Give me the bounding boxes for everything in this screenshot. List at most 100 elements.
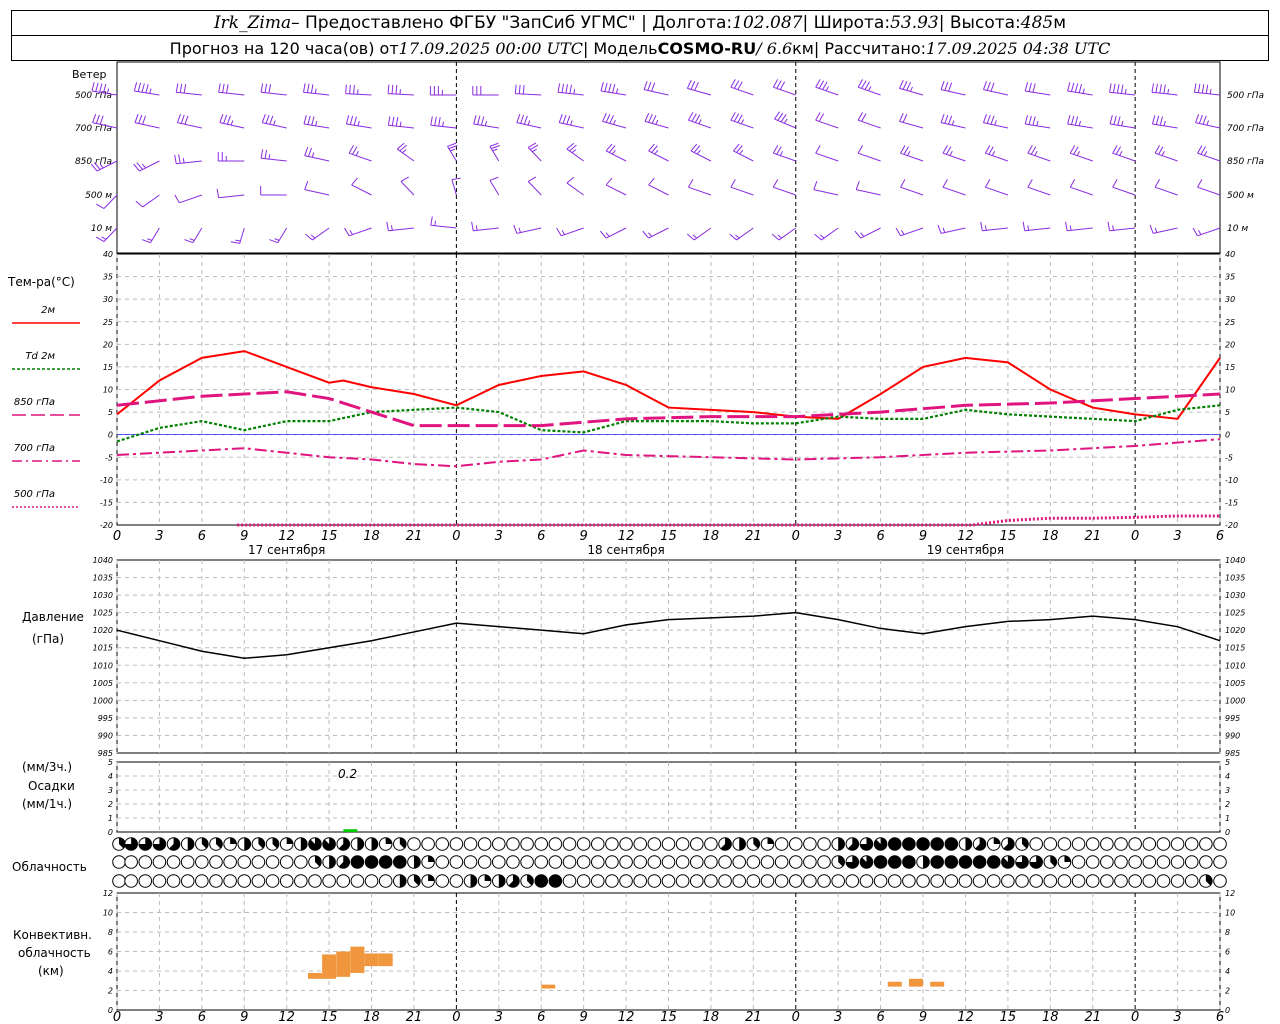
cloud-fill [428,874,435,881]
temp-legend-label: 500 гПа [14,489,55,500]
cloud-octa [279,855,294,869]
cloud-octa [294,874,308,888]
wind-barb [527,176,542,196]
cloud-octa [463,855,478,869]
cloud-octa [1142,874,1157,888]
cloud-fill [945,855,958,869]
cloud-fill [379,855,392,869]
x-tick-label-bottom: 15 [321,1010,338,1024]
y-tick-label: 1005 [93,679,113,688]
cloud-octa [520,837,534,851]
wind-barb [643,81,669,96]
y-tick-label: 6 [108,948,113,957]
y-tick-label-right: 2 [1225,987,1230,996]
cloud-fill [201,837,209,849]
cloud-octa [492,855,506,869]
cloud-octa [1142,855,1157,869]
pressure-line [116,611,1221,660]
cloud-octa [237,874,252,888]
cloud-fill [739,837,746,851]
cloud-octa [1100,855,1114,869]
cloud-octa [562,855,577,869]
cloud-octa [647,874,662,888]
wind-barb [351,177,372,196]
header-row-2: Прогноз на 120 часа(ов) от 17.09.2025 00… [11,35,1269,61]
wind-barb [854,227,881,239]
x-tick-label-bottom: 3 [1173,1010,1181,1024]
cloud-octa [972,874,987,888]
x-tick-label: 15 [660,529,677,544]
cloud-fill [308,837,322,851]
cloud-octa [633,837,648,851]
y-tick-label: 0 [108,828,113,837]
date-label: 19 сентября [927,543,1004,557]
y-tick-label: 1025 [93,609,113,618]
wind-barb [91,82,118,96]
cloud-fill [973,855,986,869]
y-tick-label: -15 [100,498,113,507]
cloud-octa [534,855,549,869]
cloud-octa [1213,837,1227,851]
wind-barb [774,111,796,129]
cloud-octa [647,837,662,851]
cloud-fill [753,837,760,849]
cloud-octa [138,874,153,888]
conv-bar [364,953,379,967]
cloud-octa [209,874,223,888]
cloud-fill [470,874,477,888]
cloud-octa [1170,874,1185,888]
wind-level-label: 700 гПа [75,124,112,134]
cloud-octa [195,874,209,888]
cloud-octa [817,837,831,851]
x-tick-label-bottom: 12 [278,1010,295,1024]
wind-barb [730,112,754,129]
date-label: 17 сентября [248,543,325,557]
cloud-octa [251,874,266,888]
x-tick-label: 3 [155,529,163,544]
wind-barb [857,112,881,129]
wind-barb [1151,115,1178,129]
wind-barb [605,143,627,162]
cloud-fill [1015,855,1029,869]
y-tick-label: 1020 [93,626,113,635]
x-tick-label: 6 [198,529,206,544]
cloud-octa [817,855,831,869]
cloud-octa [534,837,549,851]
cloud-octa [845,874,860,888]
x-tick-label-bottom: 6 [198,1010,206,1024]
y-tick-label: 10 [103,909,113,918]
cloud-octa [1001,874,1015,888]
cloud-octa [1128,855,1142,869]
cloud-octa [463,837,478,851]
wind-barb [857,79,881,96]
cloud-octa [1071,874,1086,888]
cloud-octa [449,855,464,869]
cloud-fill [385,837,392,844]
wind-barb [900,145,924,162]
y-tick-label-right: 10 [1225,386,1235,395]
wind-barb [687,112,712,129]
calc-time: 17.09.2025 04:38 UTC [926,38,1111,58]
wind-barb [686,80,712,96]
y-tick-label: 2 [108,800,113,809]
cloud-octa [887,874,902,888]
cloud-fill [767,837,774,844]
cloud-fill [365,855,378,869]
x-tick-label: 18 [1042,529,1059,544]
wind-barb [984,179,1009,196]
wind-level-label-right: 500 м [1227,191,1254,201]
cloud-octa [1184,874,1199,888]
wind-barb [730,79,754,96]
wind-barb [92,114,118,129]
wind-barb [1193,83,1221,96]
y-tick-label-right: 0 [1225,1006,1230,1015]
cloud-octa [590,837,605,851]
wind-barb [1195,114,1221,129]
y-tick-label: 1035 [93,574,113,583]
cloud-fill [930,855,944,869]
cloud-octa [873,874,888,888]
cloud-fill [153,837,166,851]
y-tick-label-right: 30 [1225,295,1235,304]
x-tick-label: 15 [1000,529,1017,544]
y-tick-label-right: 20 [1225,340,1235,349]
